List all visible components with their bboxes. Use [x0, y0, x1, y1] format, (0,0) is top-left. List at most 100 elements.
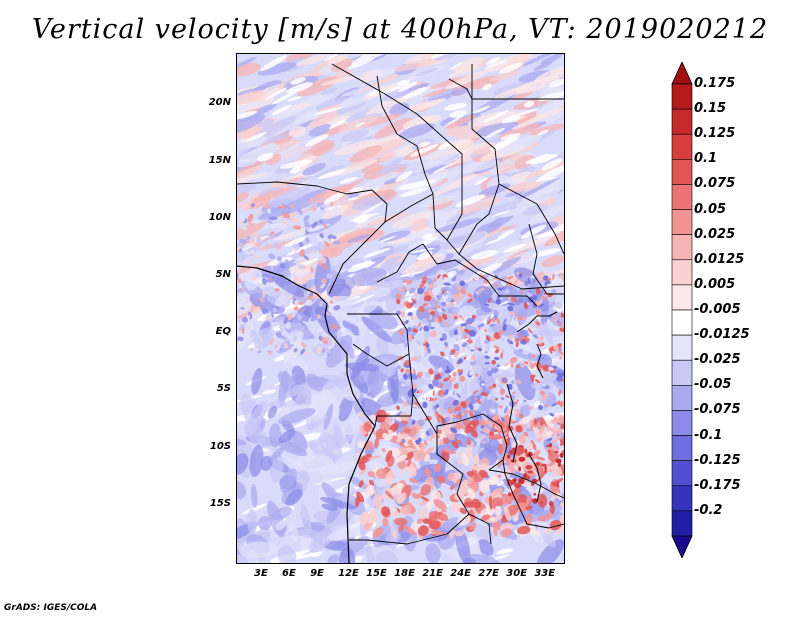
velocity-blob [523, 302, 529, 309]
velocity-blob [444, 369, 452, 374]
velocity-blob [538, 404, 543, 411]
velocity-blob [289, 167, 301, 174]
velocity-blob [420, 195, 457, 208]
colorbar [671, 62, 693, 558]
velocity-blob [290, 77, 306, 85]
velocity-blob [558, 385, 562, 388]
velocity-blob [372, 527, 384, 538]
lat-tick-label: EQ [215, 326, 231, 338]
colorbar-level-label: -0.125 [694, 452, 741, 468]
velocity-blob [469, 336, 472, 341]
velocity-blob [519, 288, 523, 293]
velocity-blob [283, 343, 288, 349]
velocity-blob [466, 344, 471, 350]
velocity-blob [504, 362, 510, 367]
velocity-blob [373, 54, 386, 58]
velocity-blob [447, 472, 455, 482]
velocity-blob [506, 108, 540, 119]
velocity-blob [400, 98, 446, 112]
velocity-blob [459, 382, 463, 388]
velocity-blob [278, 408, 316, 425]
velocity-blob [381, 506, 391, 517]
velocity-blob [340, 129, 369, 142]
velocity-blob [358, 72, 400, 94]
velocity-blob [459, 507, 467, 515]
velocity-blob [296, 313, 302, 321]
velocity-blob [505, 180, 543, 193]
velocity-blob [494, 86, 524, 101]
velocity-blob [425, 543, 441, 563]
velocity-blob [274, 288, 280, 292]
velocity-blob [474, 177, 488, 186]
velocity-blob [320, 87, 338, 95]
velocity-blob [407, 312, 412, 316]
velocity-blob [339, 177, 358, 184]
velocity-blob [466, 339, 473, 344]
velocity-blob [452, 312, 459, 317]
velocity-blob [246, 136, 267, 148]
velocity-blob [516, 187, 562, 209]
velocity-blob [460, 401, 467, 408]
velocity-blob [238, 336, 244, 342]
velocity-blob [314, 256, 331, 294]
lon-tick-label: 27E [478, 568, 499, 579]
velocity-blob [508, 333, 512, 342]
velocity-blob [404, 427, 411, 434]
velocity-blob [441, 394, 445, 397]
velocity-blob [529, 522, 536, 537]
velocity-blob [514, 337, 520, 343]
velocity-blob [469, 378, 483, 396]
velocity-blob [519, 329, 526, 336]
velocity-blob [455, 194, 486, 207]
velocity-blob [320, 283, 326, 289]
velocity-blob [315, 96, 346, 111]
velocity-blob [423, 345, 427, 352]
velocity-blob [505, 409, 512, 415]
velocity-blob [405, 319, 409, 325]
velocity-blob [397, 492, 407, 503]
velocity-blob [510, 154, 528, 161]
velocity-blob [511, 286, 516, 294]
velocity-blob [487, 386, 501, 400]
velocity-blob [243, 242, 252, 249]
velocity-blob [552, 365, 557, 369]
lat-tick-label: 10S [209, 440, 231, 452]
velocity-blob [411, 315, 414, 320]
velocity-blob [544, 468, 547, 474]
velocity-blob [447, 407, 454, 414]
velocity-blob [561, 275, 564, 282]
velocity-blob [307, 184, 354, 204]
velocity-blob [401, 439, 406, 443]
velocity-blob [554, 369, 563, 374]
velocity-blob [332, 205, 341, 214]
velocity-blob [453, 383, 459, 390]
velocity-blob [555, 382, 558, 386]
velocity-blob [271, 104, 292, 116]
velocity-blob [422, 401, 428, 409]
velocity-blob [444, 115, 476, 130]
velocity-blob [501, 416, 505, 422]
velocity-blob [295, 267, 313, 276]
velocity-blob [530, 439, 537, 451]
colorbar-segment [671, 259, 693, 286]
colorbar-segment [671, 108, 693, 135]
velocity-blob [452, 275, 457, 282]
velocity-blob [528, 358, 533, 366]
velocity-blob [306, 373, 324, 392]
velocity-blob [517, 348, 524, 353]
velocity-blob [419, 326, 423, 332]
velocity-blob [347, 197, 360, 201]
velocity-blob [319, 256, 327, 264]
velocity-blob [378, 235, 396, 243]
velocity-blob [460, 323, 468, 327]
velocity-blob [509, 373, 516, 378]
velocity-blob [324, 240, 330, 248]
velocity-blob [526, 428, 531, 432]
velocity-blob [544, 224, 564, 247]
velocity-blob [425, 343, 430, 348]
velocity-blob [518, 466, 522, 472]
velocity-blob [498, 134, 542, 155]
velocity-blob [237, 480, 247, 500]
velocity-blob [518, 70, 552, 83]
velocity-blob [436, 302, 455, 325]
